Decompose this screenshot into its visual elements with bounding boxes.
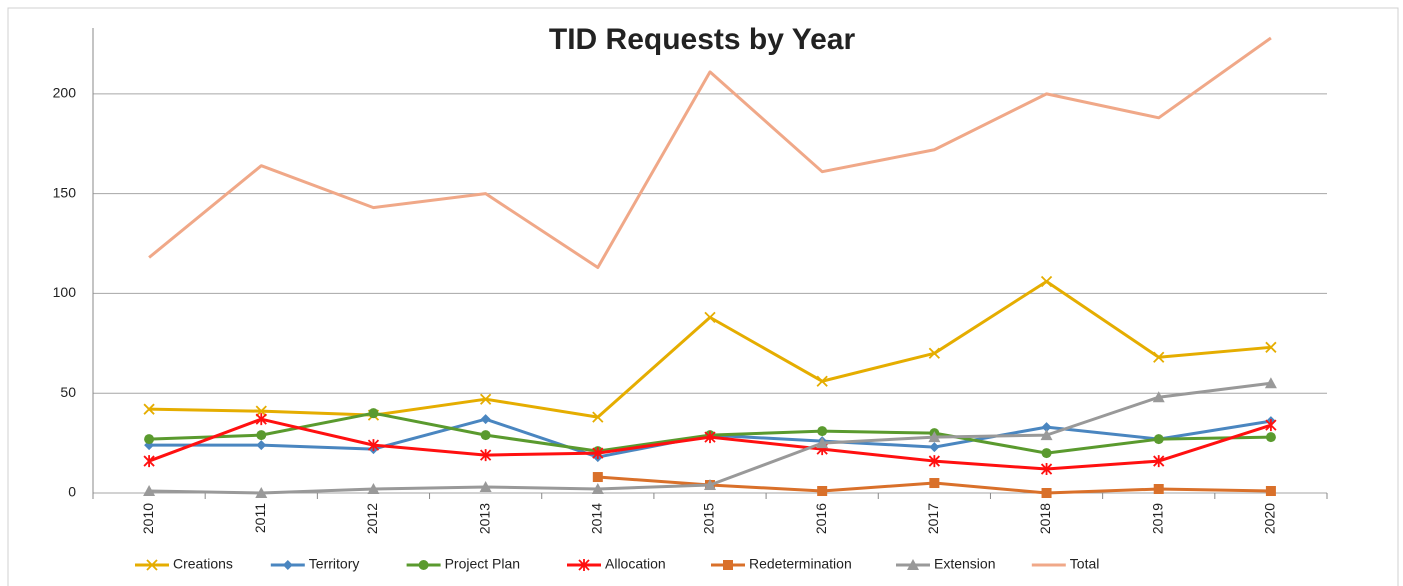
marker <box>143 485 156 497</box>
marker <box>592 472 603 483</box>
marker <box>143 403 155 415</box>
y-tick-label: 50 <box>60 384 76 400</box>
marker <box>723 560 733 570</box>
marker <box>256 440 267 451</box>
marker <box>367 483 380 495</box>
x-tick-label: 2018 <box>1037 503 1053 534</box>
x-tick-label: 2011 <box>252 503 268 533</box>
marker <box>1040 463 1053 476</box>
x-tick-label: 2010 <box>140 503 156 534</box>
marker <box>368 408 379 419</box>
x-tick-label: 2016 <box>813 503 829 534</box>
marker <box>144 434 155 445</box>
marker <box>367 439 380 452</box>
marker <box>704 311 716 324</box>
marker <box>929 478 940 489</box>
marker <box>704 431 716 444</box>
marker <box>1153 455 1165 468</box>
series-line <box>148 36 1272 269</box>
marker <box>255 405 267 417</box>
marker <box>479 449 492 462</box>
marker <box>816 437 829 449</box>
marker <box>591 483 604 495</box>
marker <box>1265 419 1277 432</box>
marker <box>1264 377 1277 389</box>
marker <box>1040 275 1053 288</box>
marker <box>1153 434 1164 445</box>
marker <box>1153 351 1165 363</box>
chart-title: TID Requests by Year <box>549 23 856 56</box>
x-tick-label: 2020 <box>1262 503 1278 534</box>
y-tick-label: 100 <box>53 284 77 300</box>
x-tick-label: 2015 <box>701 503 717 534</box>
marker <box>256 430 267 441</box>
marker <box>480 414 491 425</box>
marker <box>1041 448 1052 459</box>
y-tick-label: 0 <box>68 484 76 500</box>
y-tick-label: 200 <box>53 85 77 101</box>
marker <box>928 347 941 359</box>
marker <box>592 447 604 460</box>
legend-label: Creations <box>173 556 233 572</box>
x-tick-label: 2019 <box>1149 503 1165 534</box>
marker <box>1152 391 1165 403</box>
marker <box>928 455 941 468</box>
legend-label: Total <box>1070 556 1100 572</box>
marker <box>928 431 941 443</box>
marker <box>592 411 604 423</box>
marker <box>282 560 293 570</box>
marker <box>929 442 940 453</box>
marker <box>255 413 267 426</box>
y-tick-label: 150 <box>53 184 77 200</box>
marker <box>479 393 492 405</box>
x-tick-label: 2012 <box>364 503 380 534</box>
marker <box>817 486 828 497</box>
marker <box>1265 432 1276 443</box>
marker <box>1265 341 1277 353</box>
marker <box>146 559 158 571</box>
marker <box>1041 422 1052 433</box>
marker <box>907 559 919 570</box>
legend-label: Project Plan <box>445 556 520 572</box>
legend-label: Allocation <box>605 556 666 572</box>
marker <box>1265 486 1276 497</box>
marker <box>255 487 268 498</box>
legend-label: Redetermination <box>749 556 852 572</box>
x-tick-label: 2017 <box>925 503 941 534</box>
marker <box>479 481 492 493</box>
marker <box>1040 429 1053 441</box>
marker <box>1153 484 1164 495</box>
marker <box>816 375 828 387</box>
marker <box>418 560 429 570</box>
marker <box>143 455 155 468</box>
x-tick-label: 2013 <box>476 503 492 534</box>
marker <box>1041 488 1052 498</box>
marker <box>480 430 491 441</box>
marker <box>578 559 590 571</box>
legend-label: Extension <box>934 556 995 572</box>
x-tick-label: 2014 <box>589 503 605 534</box>
marker <box>704 479 716 491</box>
legend-label: Territory <box>309 556 360 572</box>
marker <box>817 426 828 437</box>
